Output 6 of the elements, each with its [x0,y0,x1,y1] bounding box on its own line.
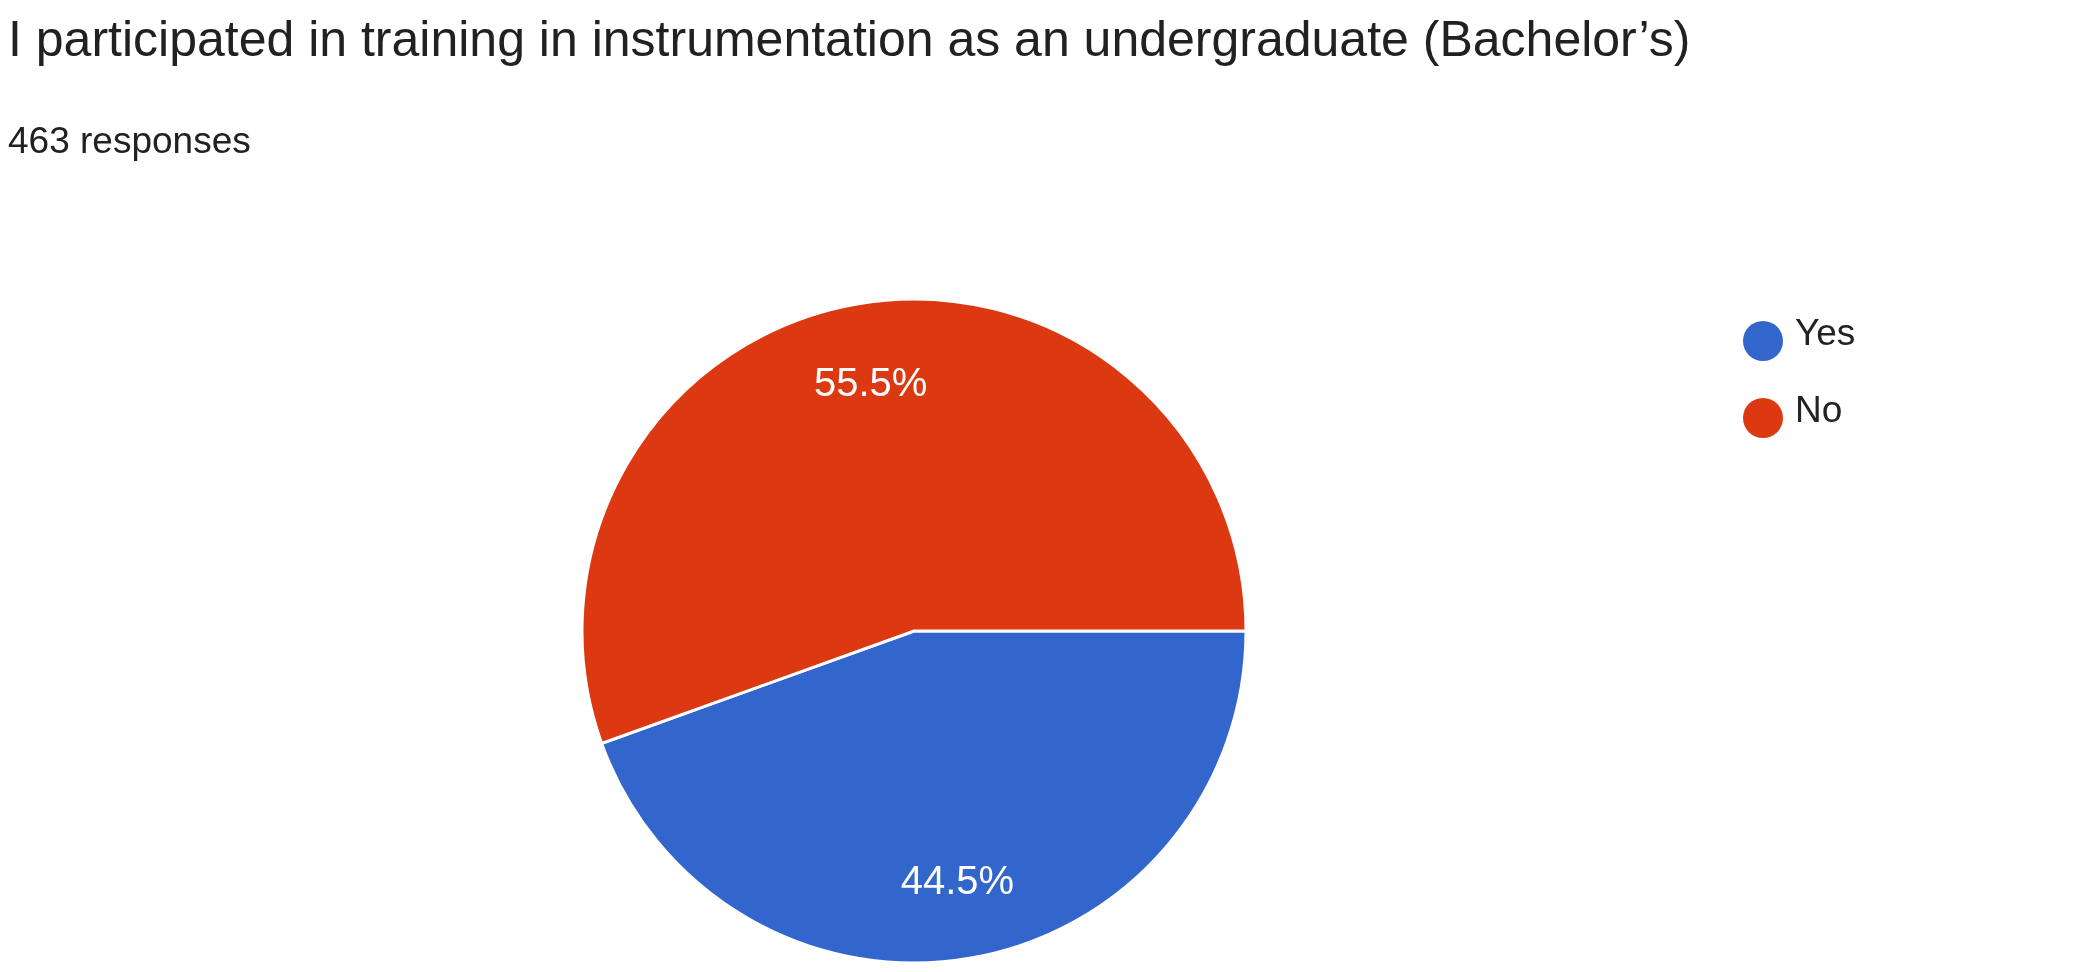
text: 463 responses [8,120,251,162]
data-label: 55.5% [813,360,928,405]
chart-title: I participated in training in instrumentation as an undergraduate (Bachelor’s) [8,10,1691,68]
data-label: 44.5% [900,857,1015,902]
legend-label: Yes [1795,312,1856,353]
legend-label: No [1795,389,1843,430]
